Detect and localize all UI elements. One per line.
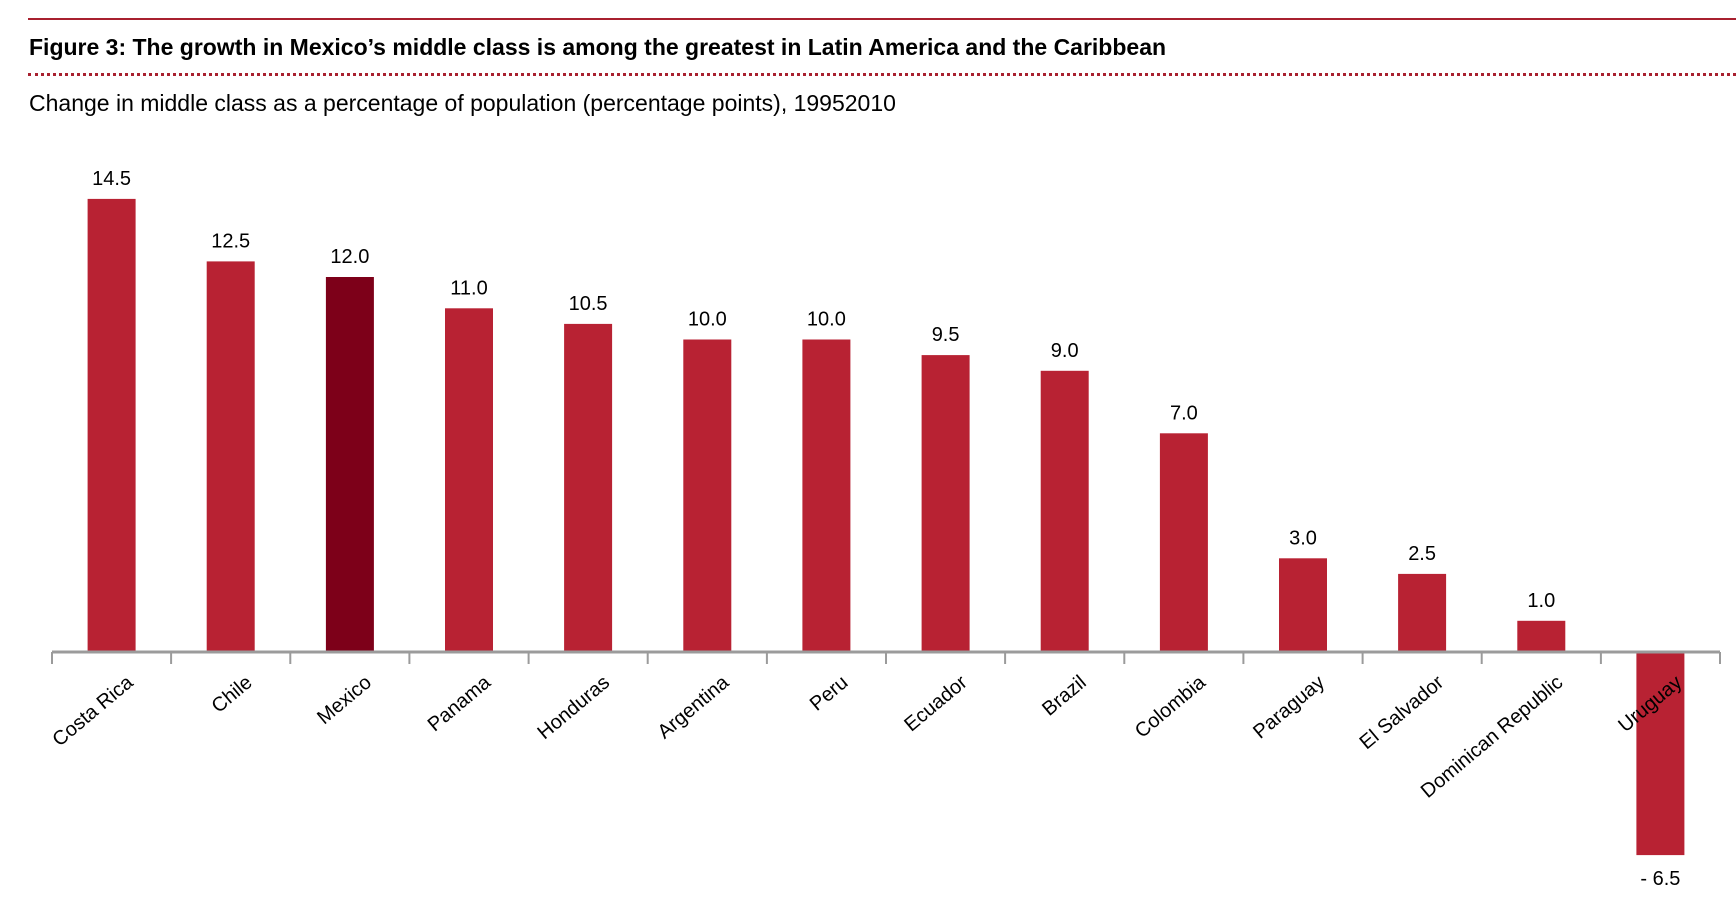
figure-subtitle: Change in middle class as a percentage o… bbox=[29, 90, 896, 116]
data-label: 10.5 bbox=[569, 293, 608, 315]
bar-panama bbox=[445, 308, 493, 653]
bar-peru bbox=[802, 339, 851, 652]
data-label: 9.0 bbox=[1051, 340, 1079, 362]
category-label: Ecuador bbox=[900, 671, 971, 736]
category-label: Costa Rica bbox=[48, 671, 138, 751]
bar-honduras bbox=[564, 323, 613, 652]
data-label: 11.0 bbox=[450, 277, 487, 299]
category-label: El Salvador bbox=[1356, 671, 1449, 754]
bar-mexico bbox=[325, 277, 374, 652]
data-label: 7.0 bbox=[1170, 402, 1198, 424]
category-label: Colombia bbox=[1131, 671, 1211, 743]
bar-dominican-republic bbox=[1517, 620, 1566, 653]
category-label: Panama bbox=[424, 671, 496, 736]
data-label: 3.0 bbox=[1289, 527, 1317, 549]
bar-uruguay bbox=[1636, 652, 1685, 856]
category-label: Honduras bbox=[533, 671, 614, 744]
category-label: Argentina bbox=[654, 671, 734, 743]
bar-paraguay bbox=[1279, 558, 1327, 653]
bar-argentina bbox=[683, 339, 732, 652]
data-label: 10.0 bbox=[807, 309, 846, 331]
category-label: Brazil bbox=[1038, 671, 1090, 720]
data-label: - 6.5 bbox=[1640, 868, 1680, 890]
bar-el-salvador bbox=[1398, 573, 1447, 652]
data-label: 12.0 bbox=[330, 246, 369, 268]
data-label: 9.5 bbox=[932, 324, 960, 346]
category-label: Mexico bbox=[313, 671, 376, 729]
bar-chile bbox=[206, 261, 255, 652]
figure-title: Figure 3: The growth in Mexico’s middle … bbox=[29, 34, 1167, 60]
data-label: 14.5 bbox=[92, 168, 131, 190]
category-label: Peru bbox=[806, 671, 853, 715]
data-label: 1.0 bbox=[1527, 590, 1555, 612]
bar-brazil bbox=[1040, 370, 1089, 653]
data-label: 2.5 bbox=[1408, 543, 1436, 565]
top-rule bbox=[28, 18, 1736, 20]
category-label: Chile bbox=[208, 671, 257, 717]
dotted-rule bbox=[28, 73, 1736, 76]
bar-costa-rica bbox=[87, 198, 136, 652]
data-label: 10.0 bbox=[688, 309, 727, 331]
bar-ecuador bbox=[921, 355, 970, 652]
category-label: Paraguay bbox=[1249, 671, 1329, 743]
bar-colombia bbox=[1159, 433, 1208, 653]
data-label: 12.5 bbox=[211, 230, 250, 252]
